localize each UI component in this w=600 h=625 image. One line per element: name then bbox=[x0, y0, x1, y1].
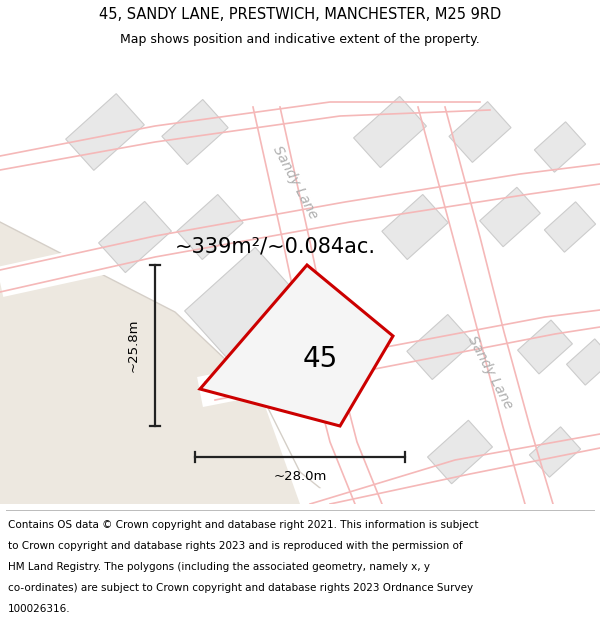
Polygon shape bbox=[185, 248, 305, 367]
Text: HM Land Registry. The polygons (including the associated geometry, namely x, y: HM Land Registry. The polygons (includin… bbox=[8, 562, 430, 572]
Polygon shape bbox=[0, 222, 300, 552]
Polygon shape bbox=[518, 320, 572, 374]
Polygon shape bbox=[353, 96, 427, 168]
Polygon shape bbox=[544, 202, 596, 252]
Polygon shape bbox=[480, 188, 540, 247]
Text: Sandy Lane: Sandy Lane bbox=[465, 333, 515, 411]
Polygon shape bbox=[177, 194, 243, 259]
Polygon shape bbox=[162, 99, 228, 164]
Polygon shape bbox=[428, 420, 493, 484]
Text: ~28.0m: ~28.0m bbox=[274, 471, 326, 484]
Text: 100026316.: 100026316. bbox=[8, 604, 70, 614]
Text: 45, SANDY LANE, PRESTWICH, MANCHESTER, M25 9RD: 45, SANDY LANE, PRESTWICH, MANCHESTER, M… bbox=[99, 7, 501, 22]
Polygon shape bbox=[65, 94, 145, 171]
Polygon shape bbox=[382, 194, 448, 259]
Polygon shape bbox=[535, 122, 586, 172]
Text: 45: 45 bbox=[302, 345, 338, 373]
Polygon shape bbox=[529, 427, 581, 478]
Polygon shape bbox=[449, 102, 511, 162]
Polygon shape bbox=[407, 314, 473, 379]
Text: ~339m²/~0.084ac.: ~339m²/~0.084ac. bbox=[175, 237, 376, 257]
Text: co-ordinates) are subject to Crown copyright and database rights 2023 Ordnance S: co-ordinates) are subject to Crown copyr… bbox=[8, 583, 473, 593]
Polygon shape bbox=[98, 201, 172, 272]
Text: to Crown copyright and database rights 2023 and is reproduced with the permissio: to Crown copyright and database rights 2… bbox=[8, 541, 463, 551]
Text: Sandy Lane: Sandy Lane bbox=[270, 143, 320, 221]
Polygon shape bbox=[566, 339, 600, 385]
Text: Contains OS data © Crown copyright and database right 2021. This information is : Contains OS data © Crown copyright and d… bbox=[8, 520, 478, 530]
Text: Map shows position and indicative extent of the property.: Map shows position and indicative extent… bbox=[120, 32, 480, 46]
Polygon shape bbox=[200, 265, 393, 426]
Text: ~25.8m: ~25.8m bbox=[127, 319, 139, 372]
